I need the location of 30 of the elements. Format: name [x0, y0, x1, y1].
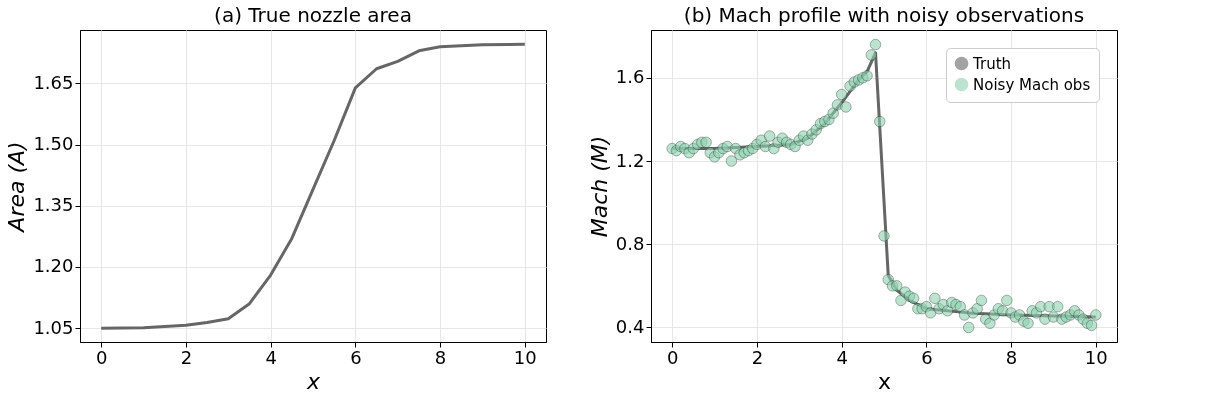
y-tick-label: 1.20 [33, 255, 74, 277]
x-tick-label: 4 [836, 346, 848, 368]
y-tick-label: 1.05 [33, 316, 74, 338]
line-series [99, 42, 527, 330]
x-tick-label: 0 [95, 346, 108, 368]
y-tick-label: 1.65 [33, 71, 74, 93]
y-tick-label: 0.4 [615, 315, 645, 337]
chart-title: (a) True nozzle area [214, 3, 412, 27]
chart-title: (b) Mach profile with noisy observations [683, 3, 1085, 27]
y-tick-label: 1.6 [615, 66, 645, 88]
x-tick-label: 8 [434, 346, 447, 368]
x-tick-label: 6 [350, 346, 362, 368]
legend-label: Noisy Mach obs [973, 75, 1091, 94]
y-tick-label: 1.50 [33, 133, 74, 155]
x-tick-label: 2 [751, 346, 764, 368]
y-tick-label: 1.35 [33, 194, 74, 216]
x-axis-title: x [877, 368, 892, 394]
y-axis-title: Area (A) [4, 141, 30, 234]
y-tick-label: 1.2 [615, 149, 645, 171]
x-tick-label: 10 [513, 346, 537, 368]
legend-label: Truth [972, 54, 1012, 73]
x-tick-label: 8 [1005, 346, 1018, 368]
x-axis-title: x [305, 368, 321, 394]
x-tick-label: 10 [1084, 346, 1108, 368]
y-axis-title: Mach (M) [586, 135, 612, 238]
x-tick-label: 0 [666, 346, 679, 368]
x-tick-label: 2 [180, 346, 193, 368]
x-tick-label: 6 [921, 346, 933, 368]
x-tick-label: 4 [265, 346, 277, 368]
y-tick-label: 0.8 [615, 232, 645, 254]
